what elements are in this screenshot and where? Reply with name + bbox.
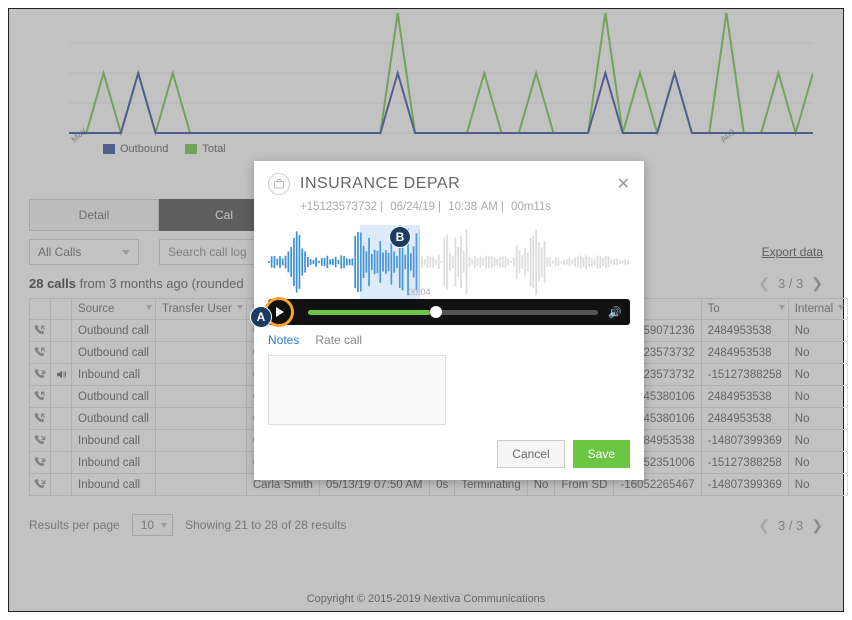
notes-textarea[interactable] [268, 355, 446, 425]
annotation-a: A [250, 306, 272, 328]
pager-top[interactable]: ❮ 3 / 3 ❯ [758, 275, 823, 292]
legend-outbound: Outbound [103, 143, 168, 155]
recording-modal: INSURANCE DEPAR ✕ +15123573732| 06/24/19… [254, 161, 644, 480]
export-link[interactable]: Export data [762, 245, 823, 259]
pager-bottom[interactable]: ❮ 3 / 3 ❯ [758, 517, 823, 534]
rpp-label: Results per page [29, 518, 120, 532]
showing-text: Showing 21 to 28 of 28 results [185, 518, 346, 532]
modal-meta: +15123573732| 06/24/19| 10:38 AM| 00m11s [254, 199, 644, 221]
volume-icon[interactable]: 🔊 [608, 306, 622, 319]
svg-text:Aug: Aug [718, 126, 736, 143]
progress-track[interactable] [308, 310, 598, 315]
annotation-b: B [389, 226, 411, 248]
player-bar[interactable]: 🔊 [268, 299, 630, 325]
column-header[interactable]: Source [72, 299, 156, 320]
summary-text: 28 calls from 3 months ago (rounded [29, 276, 244, 291]
filter-dropdown[interactable]: All Calls [29, 239, 139, 265]
tab-notes[interactable]: Notes [268, 333, 299, 347]
column-header[interactable] [30, 299, 51, 320]
timestamp-label: 00:04 [408, 287, 431, 297]
rpp-select[interactable]: 10 [132, 514, 173, 536]
call-chart: 0.00.51.01.52.0MayAug Outbound Total [9, 9, 843, 169]
legend-total: Total [185, 143, 225, 155]
waveform[interactable]: 00:04 [268, 225, 630, 299]
save-button[interactable]: Save [573, 440, 630, 468]
column-header[interactable]: Internal [788, 299, 847, 320]
tab-rate-call[interactable]: Rate call [315, 333, 362, 347]
column-header[interactable]: Transfer User [155, 299, 246, 320]
modal-title: INSURANCE DEPAR [300, 175, 460, 193]
tab-detail[interactable]: Detail [29, 199, 159, 231]
cancel-button[interactable]: Cancel [497, 440, 564, 468]
column-header[interactable] [51, 299, 72, 320]
close-icon[interactable]: ✕ [617, 174, 630, 194]
column-header[interactable]: To [701, 299, 788, 320]
briefcase-icon [268, 173, 290, 195]
copyright: Copyright © 2015-2019 Nextiva Communicat… [9, 593, 843, 605]
